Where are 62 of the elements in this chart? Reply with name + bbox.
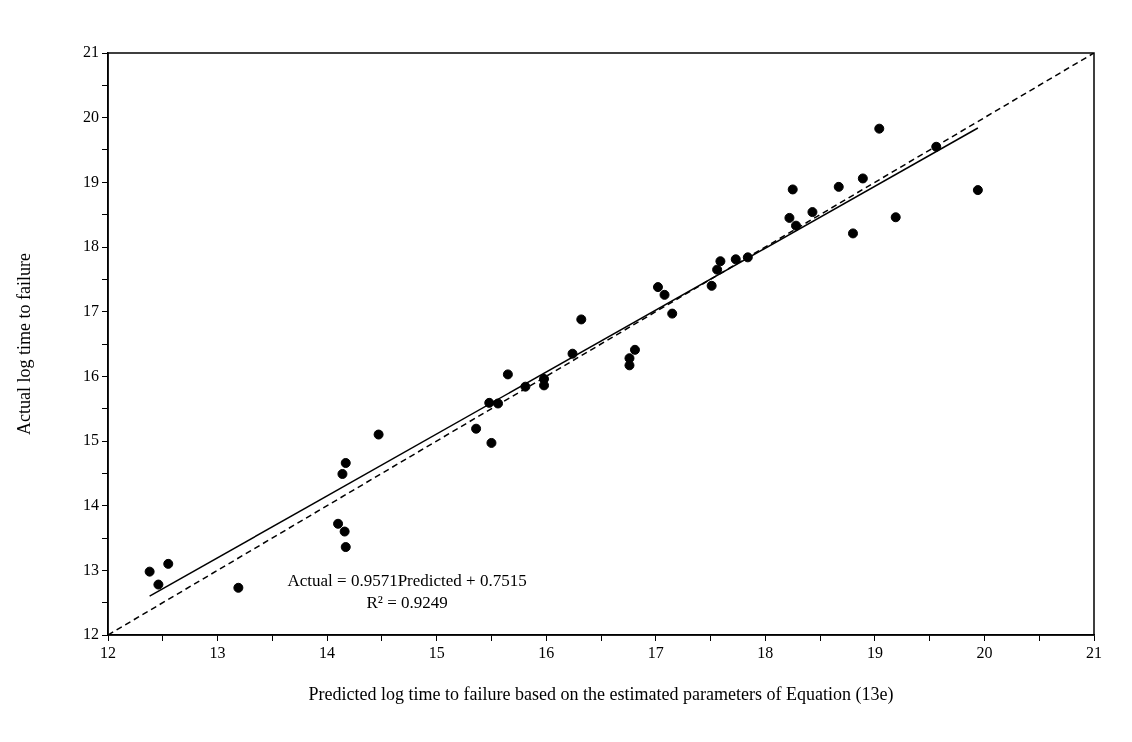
point <box>486 437 497 448</box>
point <box>493 398 504 409</box>
point <box>233 582 244 593</box>
point <box>874 123 885 134</box>
point <box>520 381 531 392</box>
point <box>333 518 344 529</box>
point <box>833 181 844 192</box>
point <box>502 369 513 380</box>
point <box>667 308 678 319</box>
x-tick-label: 20 <box>976 643 993 661</box>
point <box>857 173 868 184</box>
point <box>931 141 942 152</box>
x-tick-label: 12 <box>100 643 116 661</box>
point <box>972 185 983 196</box>
point <box>807 207 818 218</box>
point <box>890 212 901 223</box>
y-tick-label: 18 <box>83 237 99 255</box>
y-tick-label: 16 <box>83 366 99 384</box>
point <box>706 280 717 291</box>
x-tick-label: 18 <box>757 643 774 661</box>
y-tick-label: 15 <box>83 431 99 449</box>
point <box>659 289 670 300</box>
y-tick-label: 20 <box>83 107 99 125</box>
y-tick-label: 21 <box>83 43 99 61</box>
point <box>629 344 640 355</box>
x-tick-label: 21 <box>1086 643 1102 661</box>
x-tick-label: 15 <box>428 643 445 661</box>
x-axis-title: Predicted log time to failure based on the estimated parameters of Equation (13e) <box>308 683 894 705</box>
point <box>576 314 587 325</box>
point <box>742 252 753 263</box>
point <box>153 579 164 590</box>
point <box>712 264 723 275</box>
point <box>339 526 350 537</box>
x-tick-label: 19 <box>866 643 883 661</box>
point <box>340 542 351 553</box>
point <box>784 212 795 223</box>
y-tick-label: 12 <box>83 625 99 643</box>
point <box>652 282 663 293</box>
y-tick-label: 19 <box>83 172 99 190</box>
point <box>340 457 351 468</box>
x-tick-label: 17 <box>647 643 664 661</box>
point <box>163 558 174 569</box>
y-tick-label: 14 <box>83 495 99 513</box>
point <box>715 256 726 267</box>
point <box>471 423 482 434</box>
point <box>373 429 384 440</box>
point <box>791 220 802 231</box>
y-tick-label: 13 <box>83 560 99 578</box>
annotation: Actual = 0.9571Predicted + 0.7515 <box>287 570 527 590</box>
point <box>787 184 798 195</box>
y-axis-title: Actual log time to failure <box>13 253 34 435</box>
x-tick-label: 14 <box>319 643 336 661</box>
x-tick-label: 13 <box>209 643 226 661</box>
point <box>337 468 348 479</box>
point <box>567 348 578 359</box>
point <box>144 566 155 577</box>
point <box>847 228 858 239</box>
point <box>730 254 741 265</box>
point <box>484 397 495 408</box>
y-tick-label: 17 <box>83 301 99 319</box>
x-tick-label: 16 <box>538 643 555 661</box>
annotation: R² = 0.9249 <box>366 592 448 612</box>
